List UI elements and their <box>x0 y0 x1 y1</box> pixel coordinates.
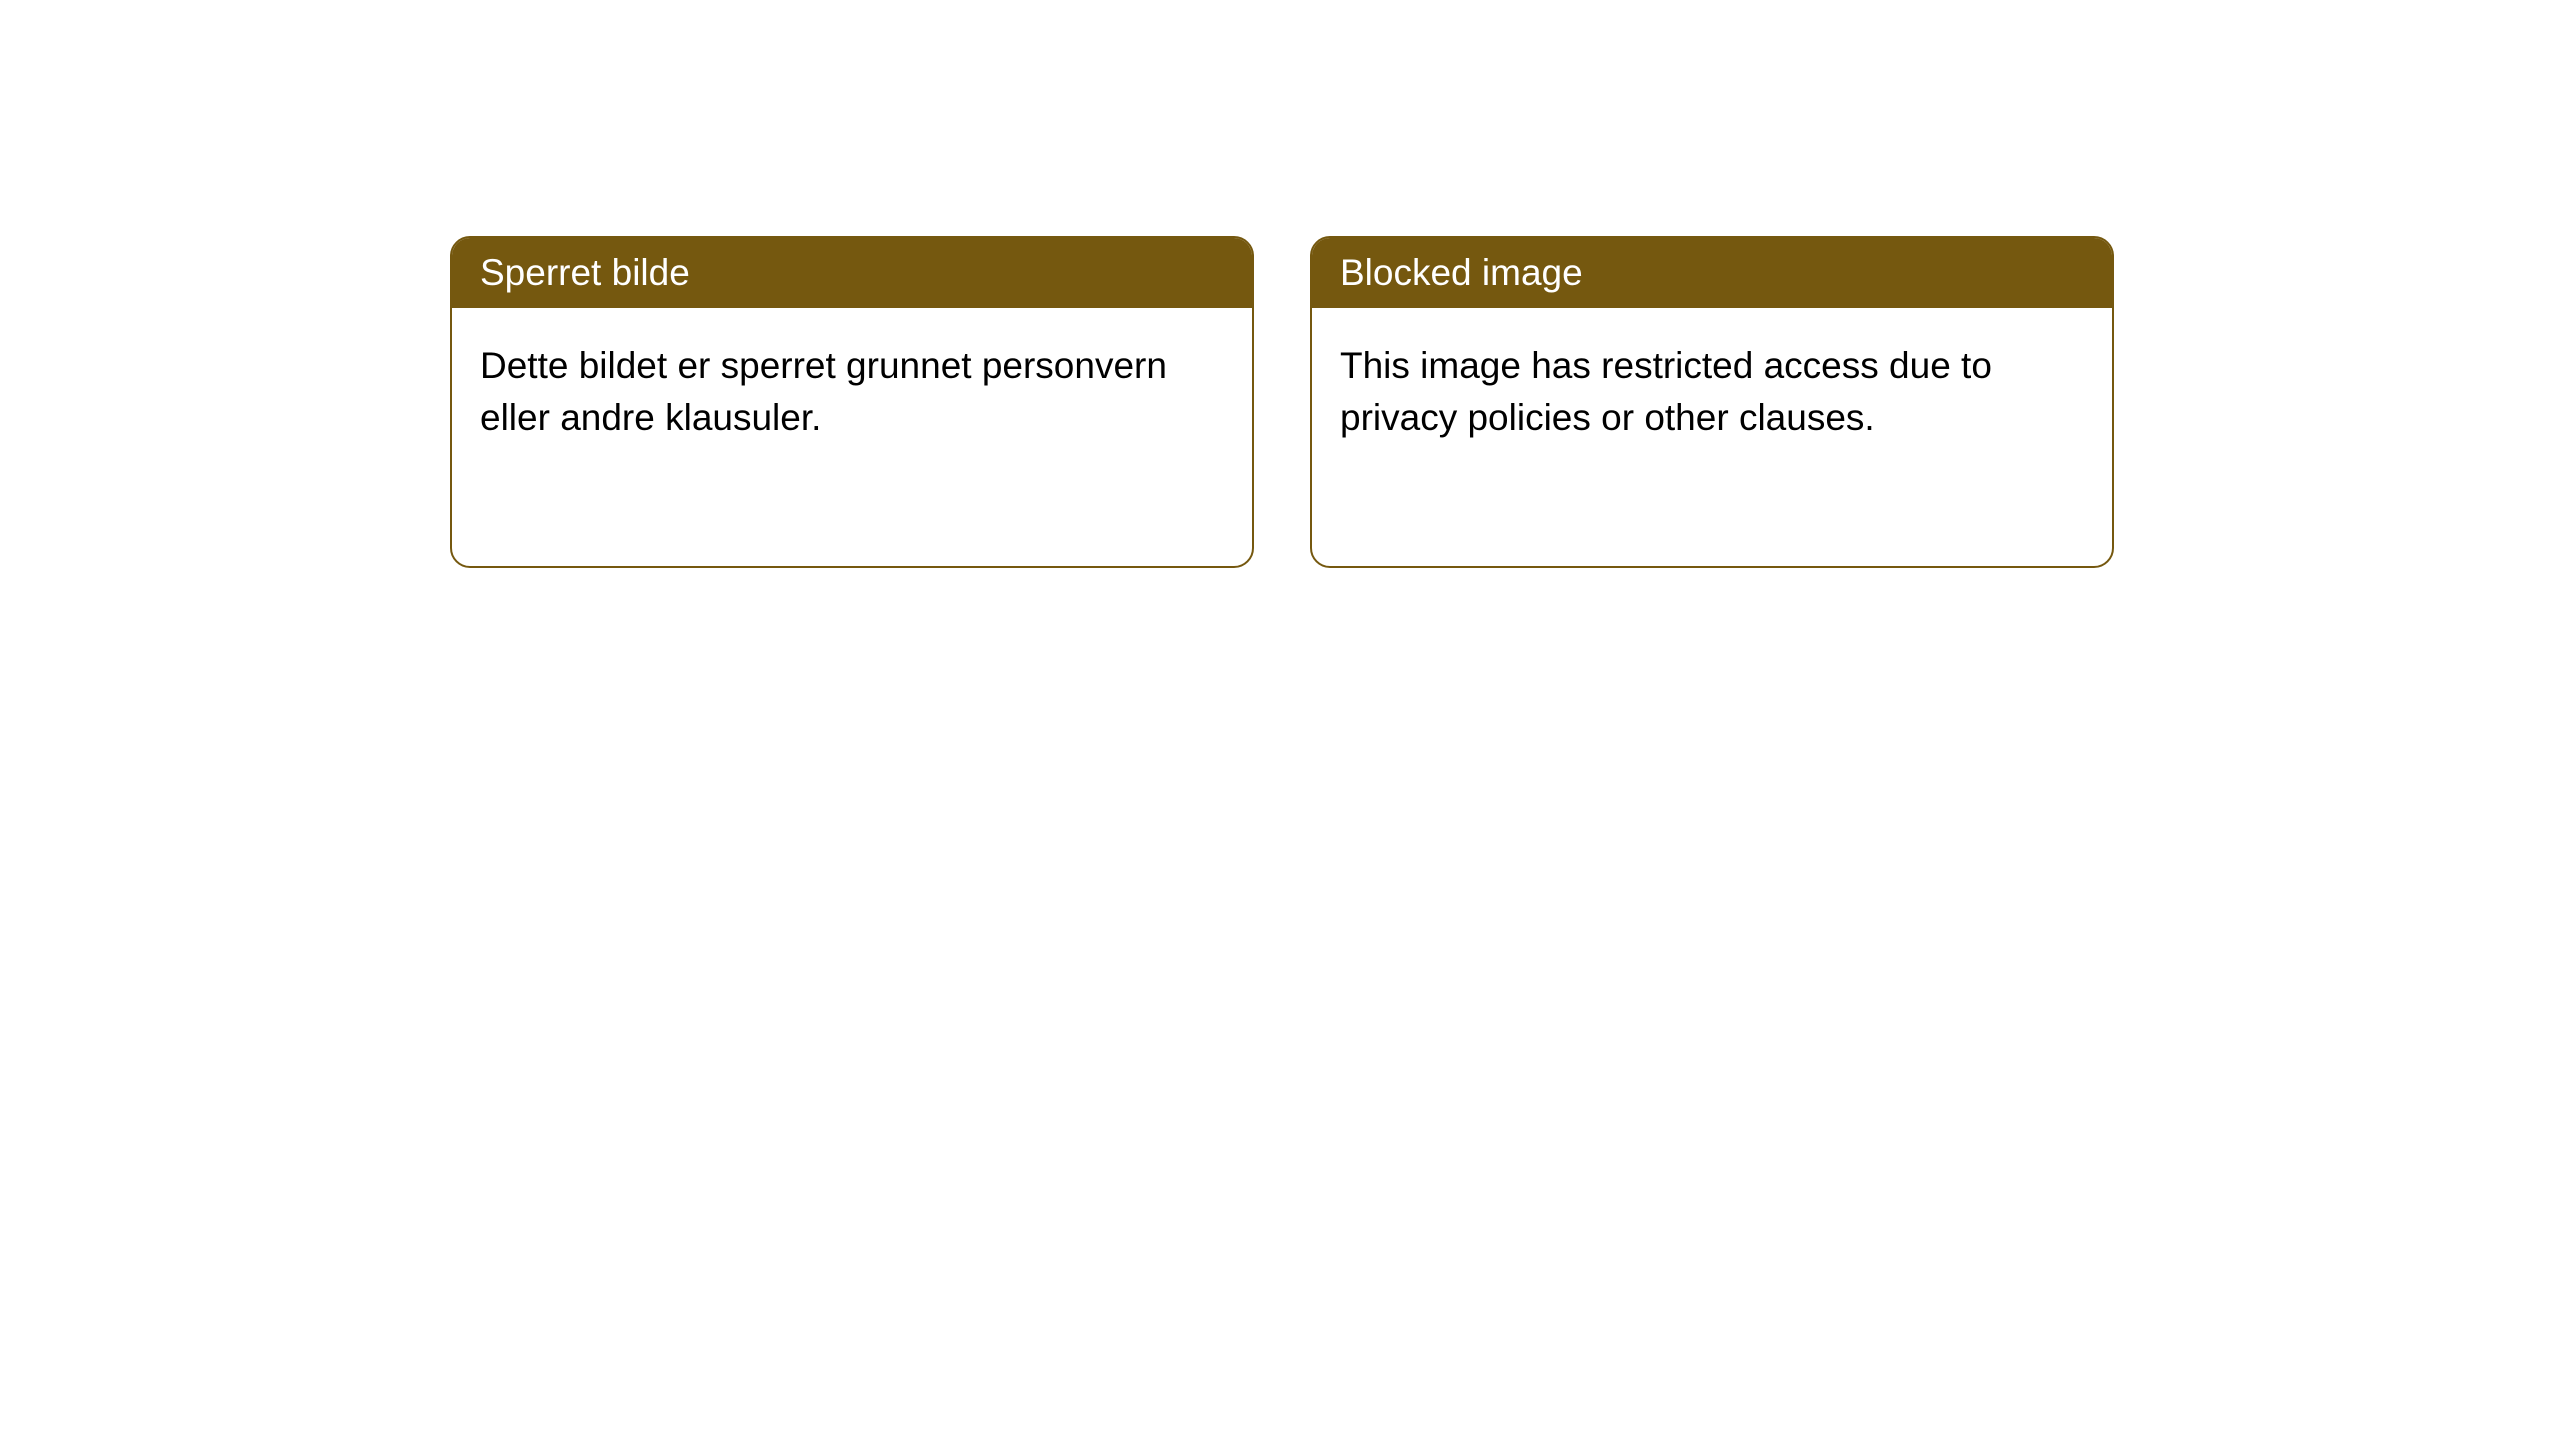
notice-card-english: Blocked image This image has restricted … <box>1310 236 2114 568</box>
notice-body: This image has restricted access due to … <box>1312 308 2112 476</box>
notice-container: Sperret bilde Dette bildet er sperret gr… <box>0 0 2560 568</box>
notice-header: Blocked image <box>1312 238 2112 308</box>
notice-card-norwegian: Sperret bilde Dette bildet er sperret gr… <box>450 236 1254 568</box>
notice-body: Dette bildet er sperret grunnet personve… <box>452 308 1252 476</box>
notice-header: Sperret bilde <box>452 238 1252 308</box>
